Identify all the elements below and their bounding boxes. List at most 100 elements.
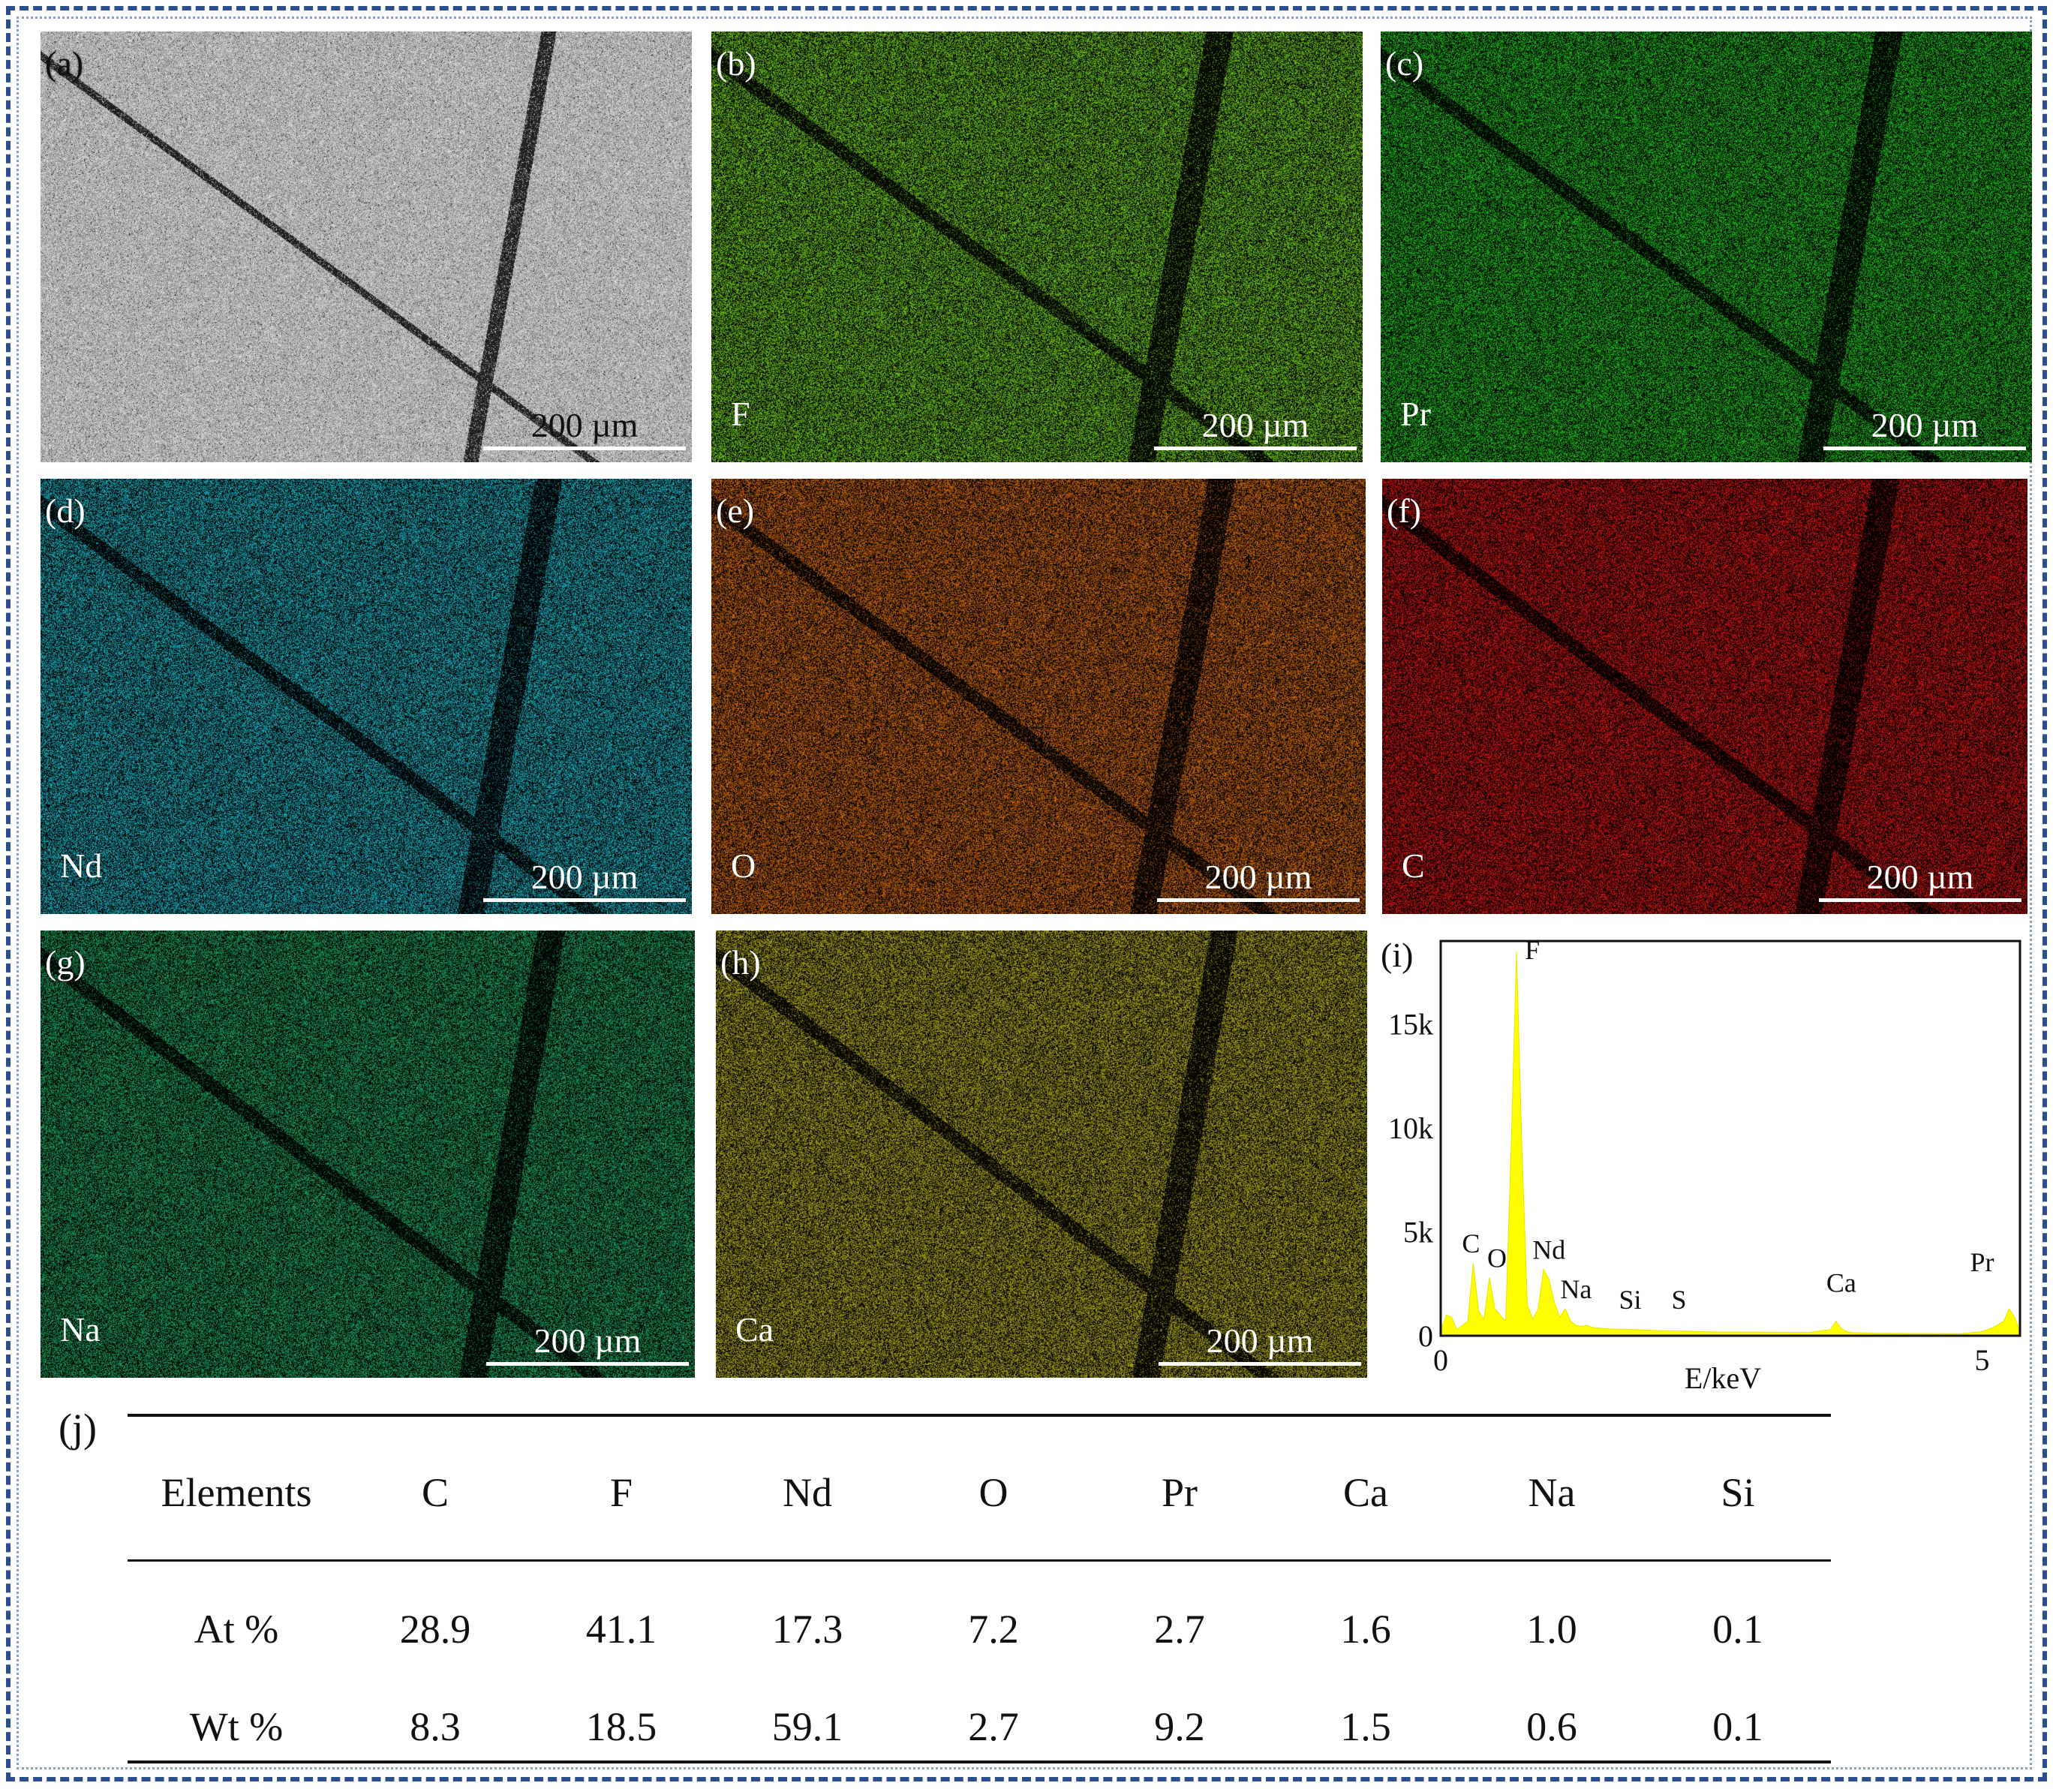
panel-label: (g) [45, 943, 86, 982]
peak-label-c: C [1462, 1228, 1480, 1258]
element-map-image [41, 931, 695, 1378]
scale-bar: 200 µm [1819, 859, 2021, 902]
scale-bar-line [1159, 1362, 1361, 1366]
table-row-label: At % [194, 1607, 279, 1652]
element-map-panel-ca: (h) Ca 200 µm [716, 931, 1367, 1378]
table-header-cell: Si [1721, 1470, 1755, 1515]
peak-label-f: F [1525, 935, 1540, 965]
element-label: C [1402, 846, 1425, 885]
panel-label: (e) [716, 492, 755, 530]
panel-label: (a) [45, 44, 84, 83]
table-row-label: Wt % [189, 1704, 284, 1749]
table-cell: 41.1 [585, 1607, 657, 1652]
panel-label: (h) [720, 943, 761, 982]
element-map-panel-na: (g) Na 200 µm [41, 931, 695, 1378]
table-header-cell: Pr [1161, 1470, 1198, 1515]
element-label: Nd [60, 846, 103, 885]
scale-bar-text: 200 µm [1201, 406, 1309, 444]
element-map-image [1381, 32, 2032, 462]
panel-label: (j) [59, 1406, 97, 1451]
y-tick-label: 5k [1403, 1216, 1433, 1249]
peak-label-na: Na [1560, 1274, 1592, 1304]
element-map-image [711, 32, 1363, 462]
peak-label-nd: Nd [1532, 1234, 1565, 1264]
element-map-panel-o: (e) O 200 µm [711, 479, 1366, 914]
element-label: Pr [1400, 395, 1431, 433]
element-label: Na [60, 1310, 101, 1349]
table-cell: 0.1 [1712, 1704, 1763, 1749]
table-cell: 28.9 [399, 1607, 471, 1652]
table-cell: 1.5 [1340, 1704, 1391, 1749]
scale-bar-line [483, 898, 686, 902]
table-header-cell: C [421, 1470, 449, 1515]
table-cell: 17.3 [771, 1607, 843, 1652]
scale-bar: 200 µm [1157, 859, 1360, 902]
figure-frame-inner [17, 17, 2032, 1769]
peak-label-ca: Ca [1826, 1268, 1856, 1298]
element-label: F [731, 395, 750, 433]
x-axis-label: E/keV [1685, 1361, 1761, 1395]
scale-bar: 200 µm [1823, 407, 2026, 450]
element-map-image [711, 479, 1366, 914]
peak-label-o: O [1487, 1243, 1507, 1273]
sem-image-panel: (a) 200 µm [41, 32, 692, 462]
scale-bar-text: 200 µm [1871, 406, 1979, 444]
y-tick-label: 10k [1388, 1111, 1433, 1145]
table-cell: 8.3 [410, 1704, 461, 1749]
table-header-cell: O [978, 1470, 1008, 1515]
scale-bar-line [1154, 446, 1357, 450]
table-cell: 9.2 [1154, 1704, 1205, 1749]
scale-bar-line [1823, 446, 2026, 450]
element-label: O [731, 846, 756, 885]
scale-bar-text: 200 µm [531, 858, 639, 896]
scale-bar-line [1819, 898, 2021, 902]
scale-bar-line [483, 446, 686, 450]
plot-frame [1439, 940, 2021, 1337]
scale-bar-text: 200 µm [1206, 1321, 1314, 1360]
y-tick-label: 0 [1418, 1319, 1433, 1353]
y-tick-label: 15k [1388, 1008, 1433, 1042]
table-header-cell: F [609, 1470, 633, 1515]
x-tick-label: 5 [1974, 1343, 1989, 1377]
element-map-panel-f: (b) F 200 µm [711, 32, 1363, 462]
scale-bar-text: 200 µm [1866, 858, 1974, 896]
table-header-rule [128, 1559, 1831, 1562]
table-cell: 1.6 [1340, 1607, 1391, 1652]
scale-bar: 200 µm [486, 1323, 689, 1366]
panel-label: (d) [45, 492, 86, 530]
table-header-cell: Na [1528, 1470, 1576, 1515]
scale-bar: 200 µm [1154, 407, 1357, 450]
peak-label-si: Si [1619, 1285, 1642, 1315]
eds-spectrum-panel: 0 5k 10k 15k 0 5 E/keV (i) C O F Nd Na Si S Ca Pr [1378, 931, 2030, 1396]
element-map-image [41, 479, 692, 914]
table-cell: 18.5 [585, 1704, 657, 1749]
spectrum-area [1440, 951, 2021, 1336]
figure-frame [6, 6, 2047, 1781]
table-header-cell: Nd [783, 1470, 832, 1515]
peak-label-s: S [1671, 1285, 1686, 1315]
scale-bar: 200 µm [483, 407, 686, 450]
element-map-panel-nd: (d) Nd 200 µm [41, 479, 692, 914]
table-header-label: Elements [161, 1470, 312, 1515]
table-cell: 2.7 [968, 1704, 1019, 1749]
panel-label: (c) [1385, 44, 1424, 83]
table-cell: 0.1 [1712, 1607, 1763, 1652]
scale-bar-line [1157, 898, 1360, 902]
panel-label: (i) [1381, 936, 1413, 974]
table-cell: 59.1 [771, 1704, 843, 1749]
scale-bar-text: 200 µm [534, 1321, 642, 1360]
peak-label-pr: Pr [1970, 1247, 1994, 1277]
scale-bar-text: 200 µm [1204, 858, 1312, 896]
table-cell: 1.0 [1526, 1607, 1577, 1652]
element-map-panel-pr: (c) Pr 200 µm [1381, 32, 2032, 462]
table-cell: 2.7 [1154, 1607, 1205, 1652]
scale-bar-text: 200 µm [531, 406, 639, 444]
panel-label: (f) [1387, 492, 1421, 530]
element-label: Ca [735, 1310, 774, 1349]
scale-bar-line [486, 1362, 689, 1366]
table-cell: 7.2 [968, 1607, 1019, 1652]
table-bottom-rule [128, 1760, 1831, 1763]
scale-bar: 200 µm [1159, 1323, 1361, 1366]
eds-spectrum-chart: 0 5k 10k 15k 0 5 E/keV (i) C O F Nd Na Si S Ca Pr [1381, 935, 2021, 1395]
element-map-image [1382, 479, 2027, 914]
